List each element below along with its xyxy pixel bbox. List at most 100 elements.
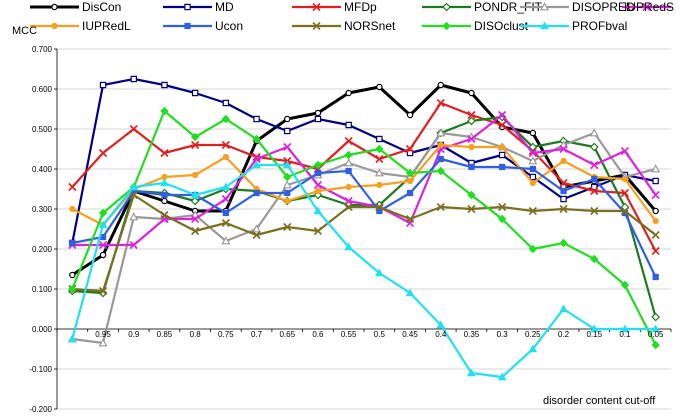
legend-marker-md xyxy=(184,3,191,11)
data-point-profbval xyxy=(252,160,261,169)
data-point-norsnet xyxy=(252,230,261,240)
x-tick-labels: 0.95 0.9 0.85 0.8 0.75 0.7 0.65 0.6 0.55 0.5 0.45 0… xyxy=(95,330,664,339)
data-point-iupreds xyxy=(129,240,138,250)
data-point-discon xyxy=(345,89,352,97)
data-point-profbval xyxy=(98,220,108,229)
data-point-profbval xyxy=(589,324,599,333)
data-point-disopred xyxy=(528,156,538,165)
series-md xyxy=(69,75,659,247)
data-point-norsnet xyxy=(590,206,599,216)
legend-marker-pondr-fit xyxy=(442,2,451,12)
data-point-ucon xyxy=(468,163,475,171)
gridlines xyxy=(57,48,671,410)
data-point-ucon xyxy=(284,189,291,197)
data-point-norsnet xyxy=(498,202,507,212)
legend-item-discon: DisCon xyxy=(30,0,121,14)
data-point-md xyxy=(345,121,352,129)
data-point-disopred xyxy=(436,128,446,137)
data-point-iupreds xyxy=(528,148,537,158)
data-point-disoclust xyxy=(98,208,108,218)
data-point-mfdp xyxy=(252,152,261,162)
legend-marker-iupreds xyxy=(642,2,651,12)
data-point-disoclust xyxy=(405,168,415,178)
x-tick-label: 0.5 xyxy=(374,330,386,339)
data-point-profbval xyxy=(375,268,384,277)
data-point-iupreds xyxy=(313,180,323,190)
data-point-disoclust xyxy=(221,114,231,124)
data-point-profbval xyxy=(282,160,292,169)
data-point-disopred xyxy=(129,212,139,221)
data-point-iupreds xyxy=(344,196,353,206)
data-point-profbval xyxy=(221,182,231,191)
data-point-profbval xyxy=(129,182,139,191)
data-point-discon xyxy=(314,109,322,117)
x-tick-label: 0.2 xyxy=(558,330,570,339)
series-disoclust xyxy=(68,106,660,350)
data-point-iupreds xyxy=(283,142,292,152)
legend-label-disopred: DISOPRED xyxy=(572,0,635,14)
data-point-iupredl xyxy=(406,177,414,185)
data-point-pondr-fit xyxy=(651,312,660,322)
legend-label-mfdp: MFDp xyxy=(344,0,377,14)
data-point-pondr-fit xyxy=(190,196,200,206)
data-point-disoclust xyxy=(160,106,169,116)
data-point-norsnet xyxy=(129,190,138,200)
data-point-norsnet xyxy=(559,204,568,214)
series-line-norsnet xyxy=(72,193,657,293)
legend-item-iupreds: IUPRedS xyxy=(622,0,674,14)
y-tick-label: 0.500 xyxy=(32,125,53,134)
data-point-profbval xyxy=(651,324,660,333)
data-point-iupredl xyxy=(192,171,199,179)
data-point-disoclust xyxy=(467,190,476,200)
data-point-disopred xyxy=(651,164,661,173)
data-point-norsnet xyxy=(528,206,537,216)
legend-marker-discon xyxy=(51,3,58,11)
data-point-discon xyxy=(99,251,107,259)
data-point-mfdp xyxy=(344,136,353,146)
legend-label-iupreds: IUPRedS xyxy=(624,0,674,14)
data-point-mfdp xyxy=(221,140,230,150)
data-point-disopred xyxy=(282,180,292,189)
data-point-mfdp xyxy=(129,124,138,134)
series-norsnet xyxy=(68,190,660,296)
legend-marker-disopred xyxy=(539,2,550,11)
series-profbval xyxy=(68,160,660,381)
legend-item-norsnet: NORSnet xyxy=(292,19,396,33)
data-point-norsnet xyxy=(98,286,108,296)
series-line-iupreds xyxy=(72,113,657,247)
data-point-norsnet xyxy=(313,226,323,236)
data-point-disopred xyxy=(221,236,231,245)
data-point-disoclust xyxy=(283,172,292,182)
data-point-ucon xyxy=(253,189,260,197)
data-point-mfdp xyxy=(405,144,415,154)
data-point-mfdp xyxy=(68,182,77,192)
series-line-iupredl xyxy=(71,143,657,227)
x-tick-label: 0.65 xyxy=(279,330,295,339)
series-pondr-fit xyxy=(68,112,660,322)
data-point-iupredl xyxy=(222,153,229,161)
legend-label-norsnet: NORSnet xyxy=(344,19,396,33)
legend-label-ucon: Ucon xyxy=(215,19,243,33)
legend-item-iupredl: IUPRedL xyxy=(30,19,131,33)
data-point-mfdp xyxy=(375,154,384,164)
y-tick-label: 0.600 xyxy=(32,85,53,94)
y-tick-labels: -0.200 -0.100 0.000 0.100 0.200 0.300 0.400 0.5… xyxy=(29,45,52,414)
series-line-ucon xyxy=(72,157,657,278)
series-mfdp xyxy=(68,98,660,256)
data-point-discon xyxy=(437,81,444,89)
data-point-disoclust xyxy=(436,166,445,176)
data-point-ucon xyxy=(652,273,659,281)
x-tick-label: 0.8 xyxy=(190,330,202,339)
legend-label-pondr-fit: PONDR_FIT xyxy=(474,0,543,14)
data-point-iupreds xyxy=(191,214,200,224)
data-point-iupredl xyxy=(529,179,536,187)
data-point-disoclust xyxy=(559,238,568,248)
data-point-disopred xyxy=(98,338,108,347)
data-point-discon xyxy=(69,271,76,279)
y-tick-label: 0.400 xyxy=(32,165,53,174)
data-point-iupredl xyxy=(376,181,383,189)
legend-marker-profbval xyxy=(540,21,549,30)
data-point-md xyxy=(529,173,537,181)
data-point-md xyxy=(591,183,598,191)
legend-label-iupredl: IUPRedL xyxy=(82,19,131,33)
